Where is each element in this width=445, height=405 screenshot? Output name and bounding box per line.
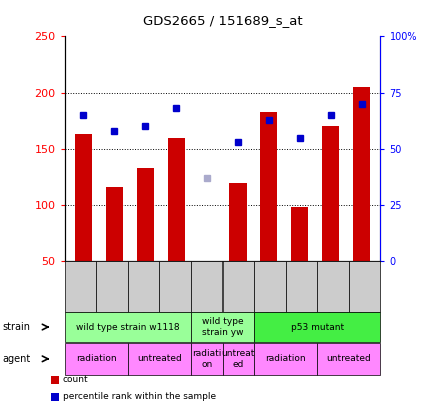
Bar xyxy=(260,112,278,261)
Text: wild type
strain yw: wild type strain yw xyxy=(202,318,243,337)
Bar xyxy=(137,168,154,261)
Text: strain: strain xyxy=(2,322,30,332)
Bar xyxy=(167,138,185,261)
Bar xyxy=(105,187,123,261)
Text: count: count xyxy=(63,375,89,384)
Text: percentile rank within the sample: percentile rank within the sample xyxy=(63,392,216,401)
Text: radiati
on: radiati on xyxy=(192,349,222,369)
Bar xyxy=(322,126,340,261)
Bar xyxy=(291,207,308,261)
Text: p53 mutant: p53 mutant xyxy=(291,322,344,332)
Text: radiation: radiation xyxy=(265,354,306,363)
Bar xyxy=(198,261,215,315)
Bar xyxy=(230,183,247,261)
Text: radiation: radiation xyxy=(76,354,117,363)
Bar xyxy=(75,134,92,261)
Text: untreated: untreated xyxy=(137,354,182,363)
Text: untreat
ed: untreat ed xyxy=(222,349,255,369)
Text: wild type strain w1118: wild type strain w1118 xyxy=(76,322,179,332)
Text: untreated: untreated xyxy=(327,354,371,363)
Bar xyxy=(353,87,370,261)
Text: agent: agent xyxy=(2,354,30,364)
Text: GDS2665 / 151689_s_at: GDS2665 / 151689_s_at xyxy=(143,14,302,27)
